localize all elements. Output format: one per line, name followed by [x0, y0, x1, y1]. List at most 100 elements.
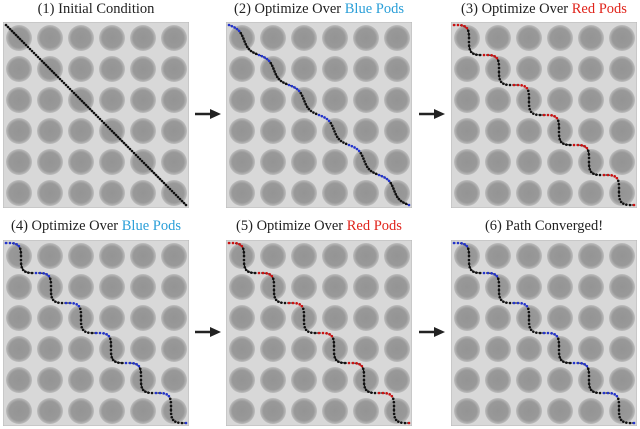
- pod: [99, 25, 125, 51]
- pod: [291, 367, 317, 393]
- pod: [609, 398, 635, 424]
- pod: [130, 25, 156, 51]
- pod: [161, 367, 187, 393]
- pod: [291, 56, 317, 82]
- pod: [130, 56, 156, 82]
- pod: [260, 118, 286, 144]
- pod: [353, 336, 379, 362]
- pod: [291, 274, 317, 300]
- pod: [547, 336, 573, 362]
- pod: [353, 87, 379, 113]
- pod: [547, 398, 573, 424]
- pod: [130, 367, 156, 393]
- pod: [322, 243, 348, 269]
- pod: [229, 243, 255, 269]
- pod: [291, 180, 317, 206]
- pod: [578, 367, 604, 393]
- title-text: (1) Initial Condition: [37, 1, 155, 17]
- arrow-right-icon: [419, 327, 445, 337]
- pod: [578, 149, 604, 175]
- pod: [609, 56, 635, 82]
- pod: [68, 56, 94, 82]
- pod: [68, 367, 94, 393]
- pod: [229, 149, 255, 175]
- pod: [37, 118, 63, 144]
- pod: [485, 274, 511, 300]
- panel-title-6: (6) Path Converged!: [444, 217, 640, 235]
- pod: [516, 149, 542, 175]
- pod: [609, 25, 635, 51]
- pod: [322, 398, 348, 424]
- pod: [547, 243, 573, 269]
- pod: [37, 367, 63, 393]
- pod: [485, 87, 511, 113]
- pod: [68, 243, 94, 269]
- pod: [609, 118, 635, 144]
- pod: [229, 305, 255, 331]
- pod: [609, 180, 635, 206]
- pod: [454, 398, 480, 424]
- arrow-right-icon: [419, 109, 445, 119]
- pod: [68, 180, 94, 206]
- pod: [291, 336, 317, 362]
- pod: [260, 274, 286, 300]
- pod: [454, 367, 480, 393]
- pod: [322, 56, 348, 82]
- pod: [229, 274, 255, 300]
- pod: [291, 243, 317, 269]
- title-highlight-red: Red Pods: [346, 218, 402, 234]
- pod: [547, 118, 573, 144]
- pod: [454, 149, 480, 175]
- pod: [454, 274, 480, 300]
- pod: [291, 398, 317, 424]
- pod: [384, 305, 410, 331]
- pod: [454, 243, 480, 269]
- pod: [547, 56, 573, 82]
- pod: [578, 56, 604, 82]
- pod: [454, 118, 480, 144]
- pod: [384, 56, 410, 82]
- panel-2: [226, 22, 412, 208]
- pod: [260, 367, 286, 393]
- pod: [260, 25, 286, 51]
- pod: [322, 336, 348, 362]
- pod: [6, 398, 32, 424]
- pod: [516, 180, 542, 206]
- pod: [578, 87, 604, 113]
- pod: [384, 274, 410, 300]
- arrow-right-icon: [195, 327, 221, 337]
- pod: [37, 336, 63, 362]
- pod: [353, 56, 379, 82]
- pod: [322, 149, 348, 175]
- pod: [353, 118, 379, 144]
- arrow-right-icon: [195, 109, 221, 119]
- pod: [229, 25, 255, 51]
- pod: [516, 25, 542, 51]
- pod: [6, 180, 32, 206]
- title-text: (6) Path Converged!: [484, 218, 604, 234]
- title-text: (4) Optimize Over: [11, 218, 122, 234]
- pod: [485, 25, 511, 51]
- panel-title-1: (1) Initial Condition: [0, 0, 196, 18]
- pod: [260, 180, 286, 206]
- pod: [161, 274, 187, 300]
- title-highlight-blue: Blue Pods: [121, 218, 181, 234]
- pod: [547, 149, 573, 175]
- pod: [547, 87, 573, 113]
- pod: [353, 398, 379, 424]
- panel-title-2: (2) Optimize Over Blue Pods: [219, 0, 419, 18]
- pod: [260, 336, 286, 362]
- pod: [485, 398, 511, 424]
- pod: [516, 336, 542, 362]
- pod: [322, 87, 348, 113]
- pod: [291, 87, 317, 113]
- pod: [609, 305, 635, 331]
- pod: [6, 56, 32, 82]
- pod: [384, 149, 410, 175]
- pod: [547, 305, 573, 331]
- pod: [229, 87, 255, 113]
- pod: [384, 180, 410, 206]
- pod: [99, 87, 125, 113]
- pod: [547, 367, 573, 393]
- title-text: (2) Optimize Over: [234, 1, 345, 17]
